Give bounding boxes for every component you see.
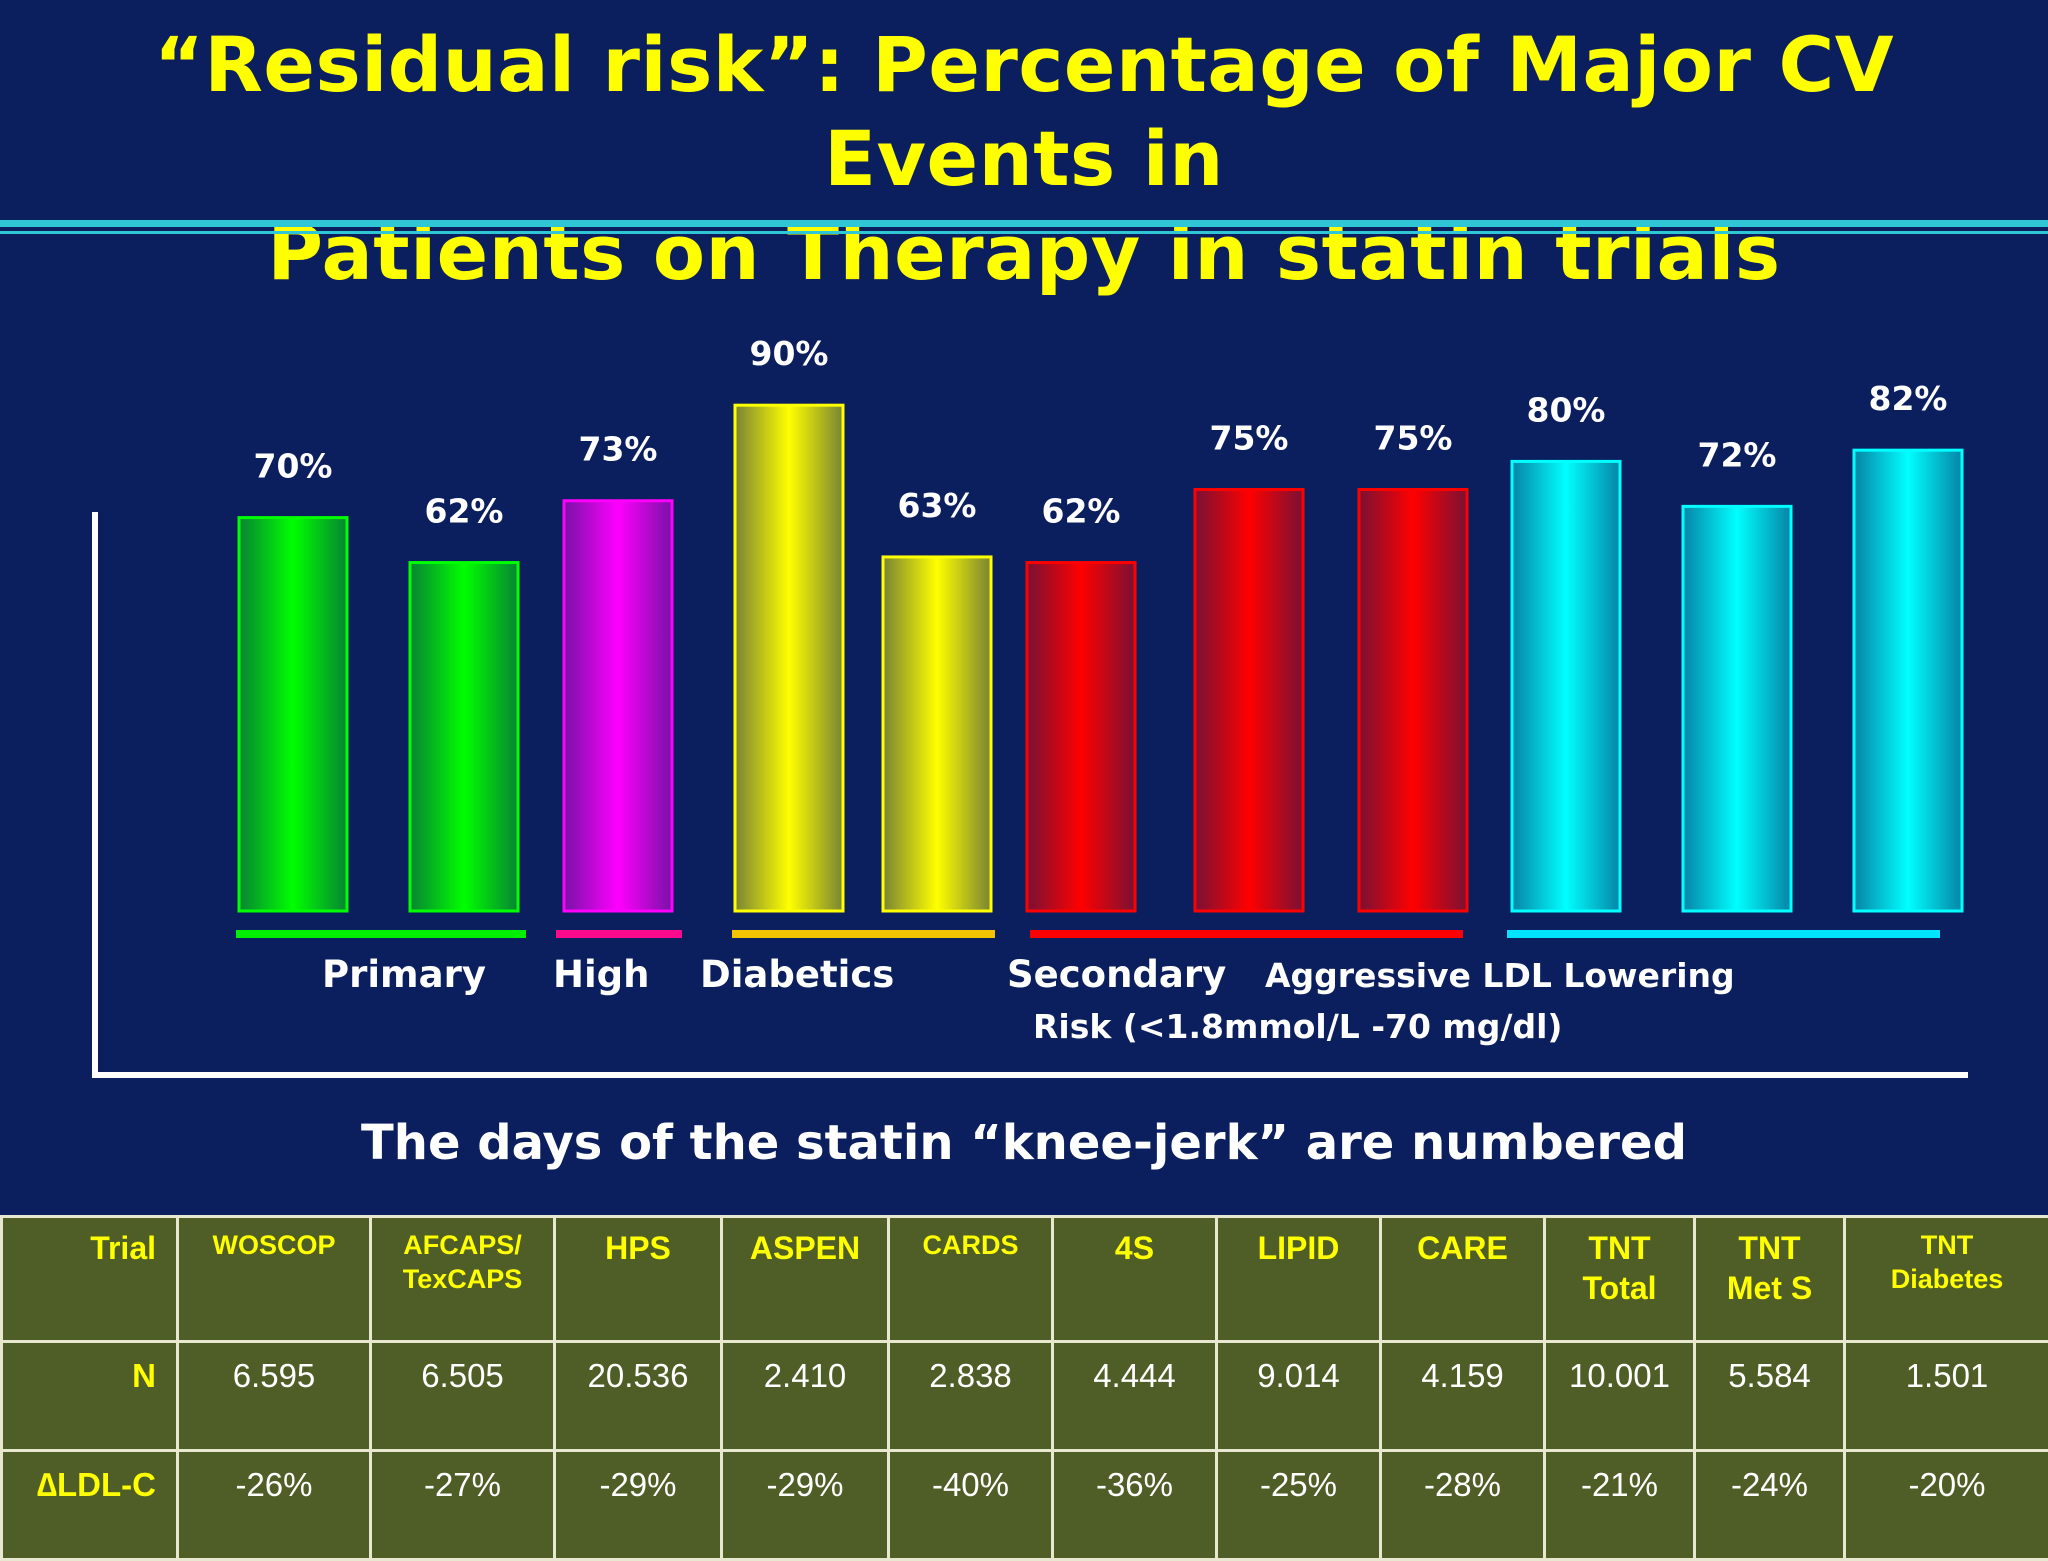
bar-woscop [239,518,347,911]
table-header-cell: WOSCOP [178,1217,371,1342]
table-cell: 1.501 [1845,1342,2048,1451]
table-cell: 2.410 [722,1342,889,1451]
bar-value-label: 63% [898,486,977,525]
table-cell: -26% [178,1451,371,1560]
bar-4s [1027,563,1135,911]
table-header-cell: LIPID [1217,1217,1381,1342]
table-header-cell: CARE [1381,1217,1545,1342]
bar-value-label: 75% [1210,419,1289,458]
table-cell: -28% [1381,1451,1545,1560]
group-label-high: High [553,953,649,996]
table-cell: -29% [722,1451,889,1560]
table-cell: -27% [371,1451,555,1560]
bar-tnt-diabetes [1854,450,1962,911]
table-row-label: ∆LDL-C [2,1451,178,1560]
table-cell: 5.584 [1695,1342,1845,1451]
bar-value-label: 70% [254,447,333,486]
bar-care [1359,490,1467,912]
table-cell: 4.444 [1053,1342,1217,1451]
group-underline-diabetics [732,930,995,938]
table-cell: -24% [1695,1451,1845,1560]
table-header-label: Trial [2,1217,178,1342]
group-underline-secondary [1030,930,1463,938]
group-label-aggressive: Aggressive LDL Lowering [1265,956,1735,995]
bar-hps [564,501,672,911]
table-header-cell: 4S [1053,1217,1217,1342]
group-underline-aggressive [1507,930,1940,938]
bar-tnt-total [1512,461,1620,911]
group-label-diabetics: Diabetics [700,953,894,996]
table-cell: 20.536 [555,1342,722,1451]
table-header-cell: AFCAPS/TexCAPS [371,1217,555,1342]
bar-value-label: 73% [579,430,658,469]
bar-value-label: 82% [1869,379,1948,418]
bar-aspen [735,405,843,911]
bar-value-label: 80% [1527,390,1606,429]
bar-lipid [1195,490,1303,912]
table-header-cell: ASPEN [722,1217,889,1342]
table-cell: 2.838 [889,1342,1053,1451]
bar-value-label: 90% [750,334,829,373]
table-cell: -20% [1845,1451,2048,1560]
bar-tnt-met-s [1683,506,1791,911]
group-label-primary: Primary [322,953,486,996]
bar-chart: 70% 62% 73% 90% 63% 62% 75% 75% 80% 72% 82% Primar… [0,0,2048,1100]
table-row: ∆LDL-C-26%-27%-29%-29%-40%-36%-25%-28%-2… [2,1451,2048,1560]
group-label-secondary: Secondary [1007,953,1226,996]
group-underline-high-risk [556,930,682,938]
table-cell: -21% [1545,1451,1695,1560]
table-cell: 6.505 [371,1342,555,1451]
bar-value-label: 72% [1698,435,1777,474]
table-cell: -40% [889,1451,1053,1560]
table-cell: -25% [1217,1451,1381,1560]
group-label-risk-note: Risk (<1.8mmol/L -70 mg/dl) [1033,1007,1563,1046]
bar-value-label: 62% [1042,492,1121,531]
table-cell: 6.595 [178,1342,371,1451]
bar-value-label: 75% [1374,419,1453,458]
table-row-label: N [2,1342,178,1451]
table-cell: 9.014 [1217,1342,1381,1451]
table-cell: 4.159 [1381,1342,1545,1451]
table-cell: -36% [1053,1451,1217,1560]
table-cell: 10.001 [1545,1342,1695,1451]
bar-value-label: 62% [425,492,504,531]
slide-subtitle: The days of the statin “knee-jerk” are n… [0,1115,2048,1171]
table-header-cell: HPS [555,1217,722,1342]
group-underline-primary [236,930,526,938]
table-header-cell: CARDS [889,1217,1053,1342]
bar-afcaps-texcaps [410,563,518,911]
bar-cards [883,557,991,911]
table-cell: -29% [555,1451,722,1560]
